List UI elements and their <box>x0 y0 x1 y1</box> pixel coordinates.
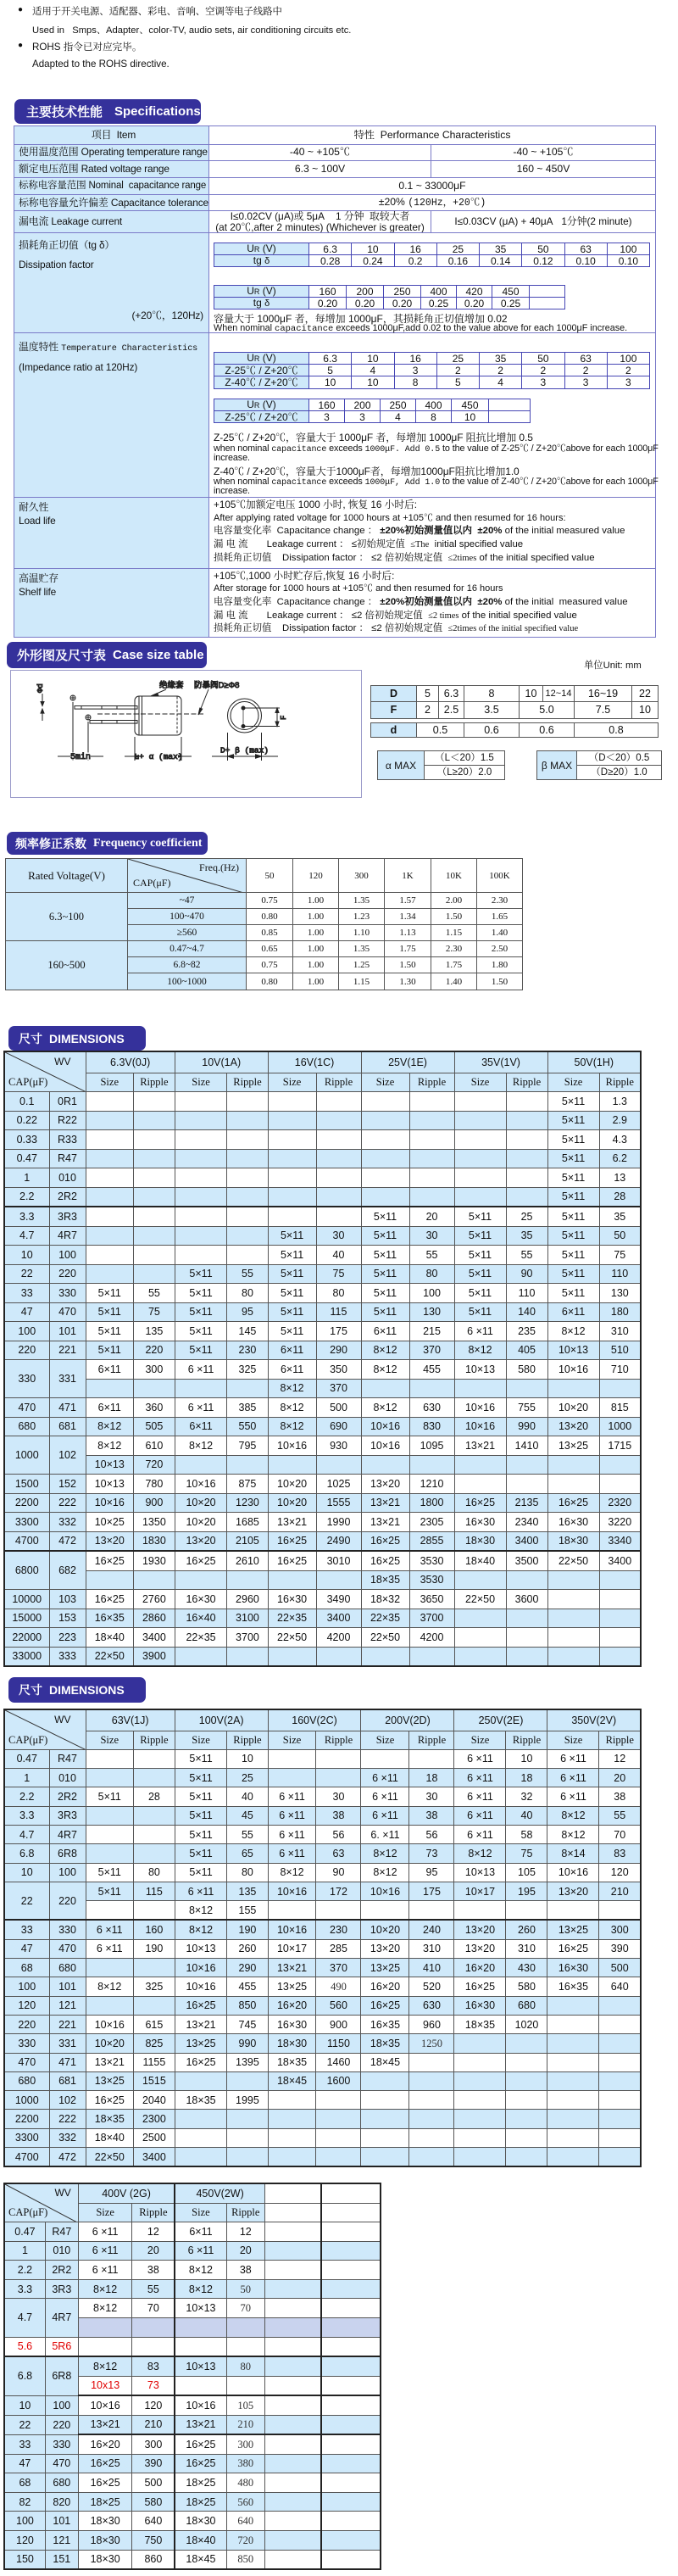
svg-text:绝缘套: 绝缘套 <box>159 680 184 690</box>
svg-text:F: F <box>280 716 288 720</box>
svg-text:Φd: Φd <box>36 683 45 693</box>
svg-text:5min: 5min <box>70 752 91 762</box>
svg-text:L+ α (max): L+ α (max) <box>134 752 182 761</box>
svg-text:防暴阀D≥Φ8: 防暴阀D≥Φ8 <box>194 680 239 690</box>
svg-text:D+ β (max): D+ β (max) <box>220 746 269 756</box>
